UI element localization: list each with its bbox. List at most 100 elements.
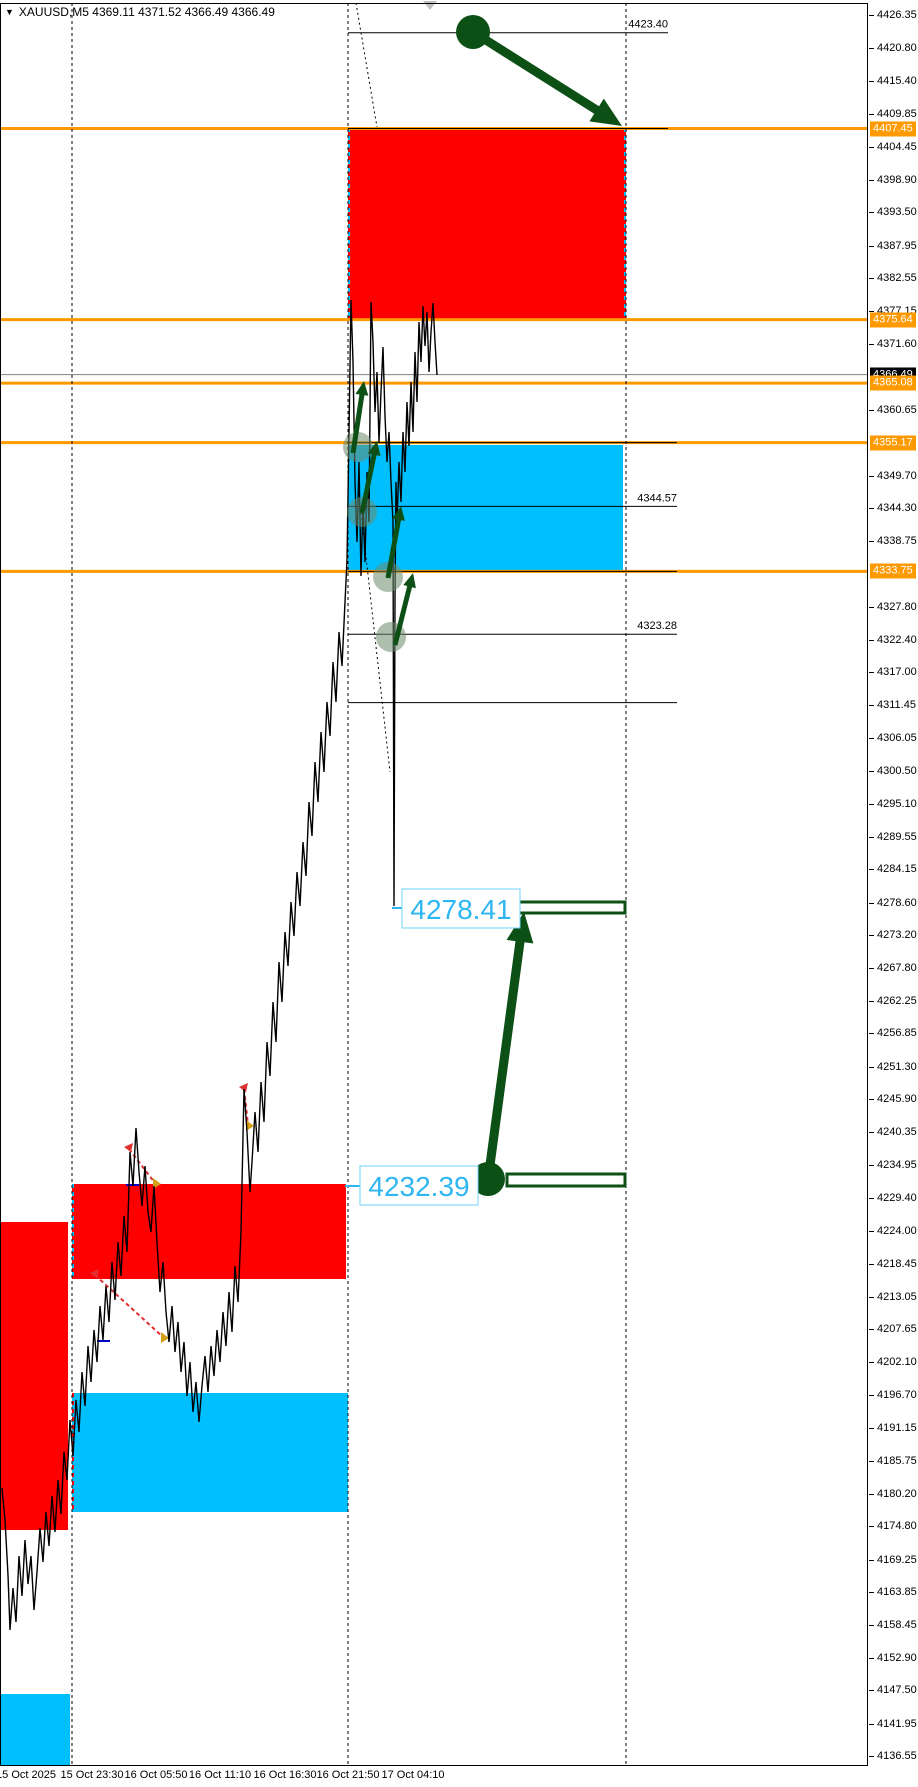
price-tick-label: 4224.00 <box>877 1224 917 1237</box>
price-tick-mark <box>869 1559 874 1561</box>
price-callout-box[interactable] <box>359 1165 479 1206</box>
red-arrow-marker <box>239 1083 248 1092</box>
price-tick-label: 4180.20 <box>877 1487 917 1500</box>
time-tick-label: 16 Oct 05:50 <box>124 1769 188 1781</box>
price-tick-label: 4404.45 <box>877 140 917 153</box>
supply-zone-left-mid[interactable] <box>72 1184 346 1279</box>
supply-zone-far-left[interactable] <box>0 1222 68 1530</box>
price-tick-label: 4387.95 <box>877 239 917 252</box>
price-tick-mark <box>869 541 874 543</box>
trendline-price-label: 4423.40 <box>628 19 668 31</box>
buy-ball-marker[interactable] <box>471 1162 505 1196</box>
price-tick-mark <box>869 507 874 509</box>
red-dashed-segment[interactable] <box>94 1274 164 1338</box>
price-tick-mark <box>869 278 874 280</box>
level-price-badge: 4375.64 <box>870 312 916 328</box>
target-rectangle[interactable] <box>515 900 627 915</box>
price-tick-label: 4185.75 <box>877 1454 917 1467</box>
sell-direction-arrow[interactable] <box>478 33 622 127</box>
symbol-ohlc-text: XAUUSD,M5 4369.11 4371.52 4366.49 4366.4… <box>18 5 275 19</box>
yellow-triangle-marker <box>161 1332 169 1343</box>
price-tick-mark <box>869 179 874 181</box>
price-tick-mark <box>869 1033 874 1035</box>
price-tick-mark <box>869 212 874 214</box>
price-tick-label: 4393.50 <box>877 206 917 219</box>
price-tick-label: 4152.90 <box>877 1651 917 1664</box>
price-tick-label: 4284.15 <box>877 863 917 876</box>
small-up-arrow[interactable] <box>350 381 369 454</box>
price-tick-mark <box>869 1132 874 1134</box>
price-tick-mark <box>869 1230 874 1232</box>
price-tick-mark <box>869 409 874 411</box>
entry-circle-marker[interactable] <box>343 432 373 462</box>
price-tick-mark <box>869 48 874 50</box>
price-tick-mark <box>869 1264 874 1266</box>
price-tick-label: 4251.30 <box>877 1060 917 1073</box>
price-tick-label: 4415.40 <box>877 74 917 87</box>
buy-direction-arrow[interactable] <box>485 912 534 1166</box>
target-rectangle[interactable] <box>505 1172 627 1188</box>
price-tick-label: 4300.50 <box>877 765 917 778</box>
dotted-trendline[interactable] <box>355 2 378 128</box>
price-tick-label: 4240.35 <box>877 1126 917 1139</box>
red-dashed-segment[interactable] <box>243 1088 249 1126</box>
price-tick-mark <box>869 1460 874 1462</box>
price-tick-label: 4344.30 <box>877 501 917 514</box>
price-tick-mark <box>869 1756 874 1758</box>
yellow-triangle-marker <box>246 1120 254 1131</box>
price-tick-label: 4420.80 <box>877 42 917 55</box>
price-tick-mark <box>869 80 874 82</box>
time-tick-label: 15 Oct 23:30 <box>60 1769 124 1781</box>
price-tick-mark <box>869 1723 874 1725</box>
price-tick-mark <box>869 836 874 838</box>
price-tick-mark <box>869 803 874 805</box>
price-tick-mark <box>869 1690 874 1692</box>
price-tick-mark <box>869 935 874 937</box>
red-arrow-marker <box>124 1143 133 1152</box>
small-up-arrow[interactable] <box>392 573 416 646</box>
price-tick-label: 4278.60 <box>877 896 917 909</box>
price-tick-mark <box>869 639 874 641</box>
trendline-price-label: 4344.57 <box>637 492 677 504</box>
time-tick-label: 16 Oct 21:50 <box>316 1769 380 1781</box>
price-tick-label: 4218.45 <box>877 1258 917 1271</box>
price-tick-label: 4174.80 <box>877 1520 917 1533</box>
small-up-arrow[interactable] <box>385 506 405 579</box>
price-tick-mark <box>869 1362 874 1364</box>
price-tick-mark <box>869 771 874 773</box>
price-tick-mark <box>869 1394 874 1396</box>
price-tick-mark <box>869 737 874 739</box>
chart-canvas[interactable]: 4423.40 4344.57 4323.28 4278.41 4232.39 <box>0 0 868 1766</box>
chart-plot-area[interactable]: 4423.40 4344.57 4323.28 4278.41 4232.39 ▼ XA… <box>0 0 868 1766</box>
small-up-arrow[interactable] <box>359 441 381 514</box>
price-tick-mark <box>869 1428 874 1430</box>
price-tick-mark <box>869 1592 874 1594</box>
object-anchor-triangle[interactable] <box>423 1 437 10</box>
price-tick-label: 4169.25 <box>877 1553 917 1566</box>
price-tick-label: 4338.75 <box>877 535 917 548</box>
price-tick-mark <box>869 869 874 871</box>
price-tick-mark <box>869 15 874 16</box>
price-tick-label: 4191.15 <box>877 1422 917 1435</box>
chevron-down-icon[interactable]: ▼ <box>5 6 14 17</box>
price-tick-mark <box>869 343 874 345</box>
price-tick-mark <box>869 1000 874 1002</box>
price-tick-label: 4245.90 <box>877 1093 917 1106</box>
price-tick-label: 4409.85 <box>877 108 917 121</box>
price-callout-box[interactable] <box>401 888 521 929</box>
red-arrow-marker <box>90 1269 99 1278</box>
level-price-badge: 4407.45 <box>870 121 916 137</box>
price-tick-mark <box>869 1198 874 1200</box>
demand-zone-left[interactable] <box>72 1393 348 1512</box>
price-tick-mark <box>869 1066 874 1068</box>
price-tick-mark <box>869 1657 874 1659</box>
supply-zone-top[interactable] <box>348 128 626 320</box>
red-dashed-segment[interactable] <box>128 1148 156 1184</box>
price-tick-label: 4207.65 <box>877 1322 917 1335</box>
demand-zone-mid[interactable] <box>348 445 623 571</box>
price-tick-label: 4382.55 <box>877 272 917 285</box>
price-tick-label: 4163.85 <box>877 1586 917 1599</box>
demand-zone-bottom-left[interactable] <box>0 1694 70 1766</box>
price-tick-mark <box>869 475 874 477</box>
price-tick-mark <box>869 1328 874 1330</box>
